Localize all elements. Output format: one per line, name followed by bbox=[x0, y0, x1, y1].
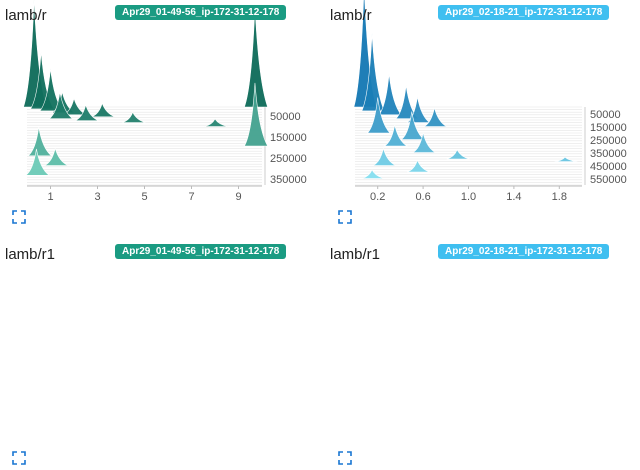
histogram-ridge bbox=[383, 124, 409, 147]
histogram-ridge bbox=[48, 92, 74, 119]
histogram-ridge bbox=[204, 118, 228, 127]
run-badge: Apr29_01-49-56_ip-172-31-12-178 bbox=[115, 244, 287, 259]
x-tick-label: 1 bbox=[47, 191, 53, 203]
x-tick-label: 1.8 bbox=[552, 191, 567, 203]
x-tick-label: 3 bbox=[94, 191, 100, 203]
histogram-ridge bbox=[243, 82, 269, 147]
x-tick-label: 9 bbox=[235, 191, 241, 203]
y-tick-label: 550000 bbox=[590, 174, 627, 186]
histogram-ridge bbox=[44, 147, 69, 166]
fullscreen-icon[interactable] bbox=[338, 451, 352, 465]
x-tick-label: 5 bbox=[141, 191, 147, 203]
histogram-ridge bbox=[24, 148, 51, 176]
y-tick-label: 150000 bbox=[590, 122, 627, 134]
histogram-ridge bbox=[373, 148, 396, 166]
run-badge: Apr29_02-18-21_ip-172-31-12-178 bbox=[438, 5, 610, 20]
chart-title: lamb/r1 bbox=[5, 246, 56, 263]
x-tick-label: 7 bbox=[188, 191, 194, 203]
histogram-chart[interactable]: 0.2 0.6 1.0 1.4 1.8 5000015000025000035000045… bbox=[320, 0, 640, 229]
histogram-ridge bbox=[446, 149, 470, 160]
histogram-ridge bbox=[400, 111, 425, 140]
run-badge: Apr29_01-49-56_ip-172-31-12-178 bbox=[115, 5, 287, 20]
fullscreen-icon[interactable] bbox=[12, 451, 26, 465]
histogram-card-3: 2610141850000150000250000350000 lamb/r1 … bbox=[0, 229, 320, 465]
fullscreen-icon[interactable] bbox=[12, 210, 26, 224]
histogram-card-4: 0.020.060.100.14500001500002500003500004… bbox=[320, 229, 640, 465]
y-tick-label: 450000 bbox=[590, 161, 627, 173]
histogram-ridge bbox=[424, 107, 447, 127]
histogram-chart[interactable]: 2610141850000150000250000350000 bbox=[0, 229, 320, 458]
chart-title: lamb/r bbox=[330, 7, 372, 24]
histogram-chart[interactable]: 0.020.060.100.14500001500002500003500004… bbox=[320, 229, 640, 458]
histogram-ridge bbox=[412, 132, 437, 153]
histogram-ridge bbox=[554, 156, 578, 162]
histogram-ridge bbox=[122, 111, 146, 123]
fullscreen-icon[interactable] bbox=[338, 210, 352, 224]
y-tick-label: 350000 bbox=[270, 174, 307, 186]
y-tick-label: 50000 bbox=[270, 111, 301, 123]
histogram-ridge bbox=[378, 73, 402, 116]
chart-title: lamb/r1 bbox=[330, 246, 381, 263]
y-tick-label: 350000 bbox=[590, 148, 627, 160]
chart-title: lamb/r bbox=[5, 7, 47, 24]
x-tick-label: 0.6 bbox=[415, 191, 430, 203]
run-badge: Apr29_02-18-21_ip-172-31-12-178 bbox=[438, 244, 610, 259]
histogram-card-1: 1 3 5 7 9 50000 150000 250000 350000 lamb/r Apr2… bbox=[0, 0, 320, 229]
histogram-ridge bbox=[91, 102, 115, 118]
histogram-ridge bbox=[361, 33, 385, 112]
y-tick-label: 150000 bbox=[270, 132, 307, 144]
histogram-ridge bbox=[75, 103, 99, 121]
histogram-ridge bbox=[361, 169, 385, 179]
histogram-chart[interactable]: 1 3 5 7 9 50000 150000 250000 350000 bbox=[0, 0, 320, 229]
histogram-card-2: 0.2 0.6 1.0 1.4 1.8 50000 150000 250000 350000 45… bbox=[320, 0, 640, 229]
y-tick-label: 250000 bbox=[270, 153, 307, 165]
histogram-ridge bbox=[366, 97, 391, 134]
histogram-ridge bbox=[27, 127, 53, 157]
histogram-ridge bbox=[407, 159, 430, 173]
y-tick-label: 50000 bbox=[590, 109, 621, 121]
x-tick-label: 1.0 bbox=[461, 191, 476, 203]
y-tick-label: 250000 bbox=[590, 135, 627, 147]
x-tick-label: 1.4 bbox=[506, 191, 521, 203]
x-tick-label: 0.2 bbox=[370, 191, 385, 203]
